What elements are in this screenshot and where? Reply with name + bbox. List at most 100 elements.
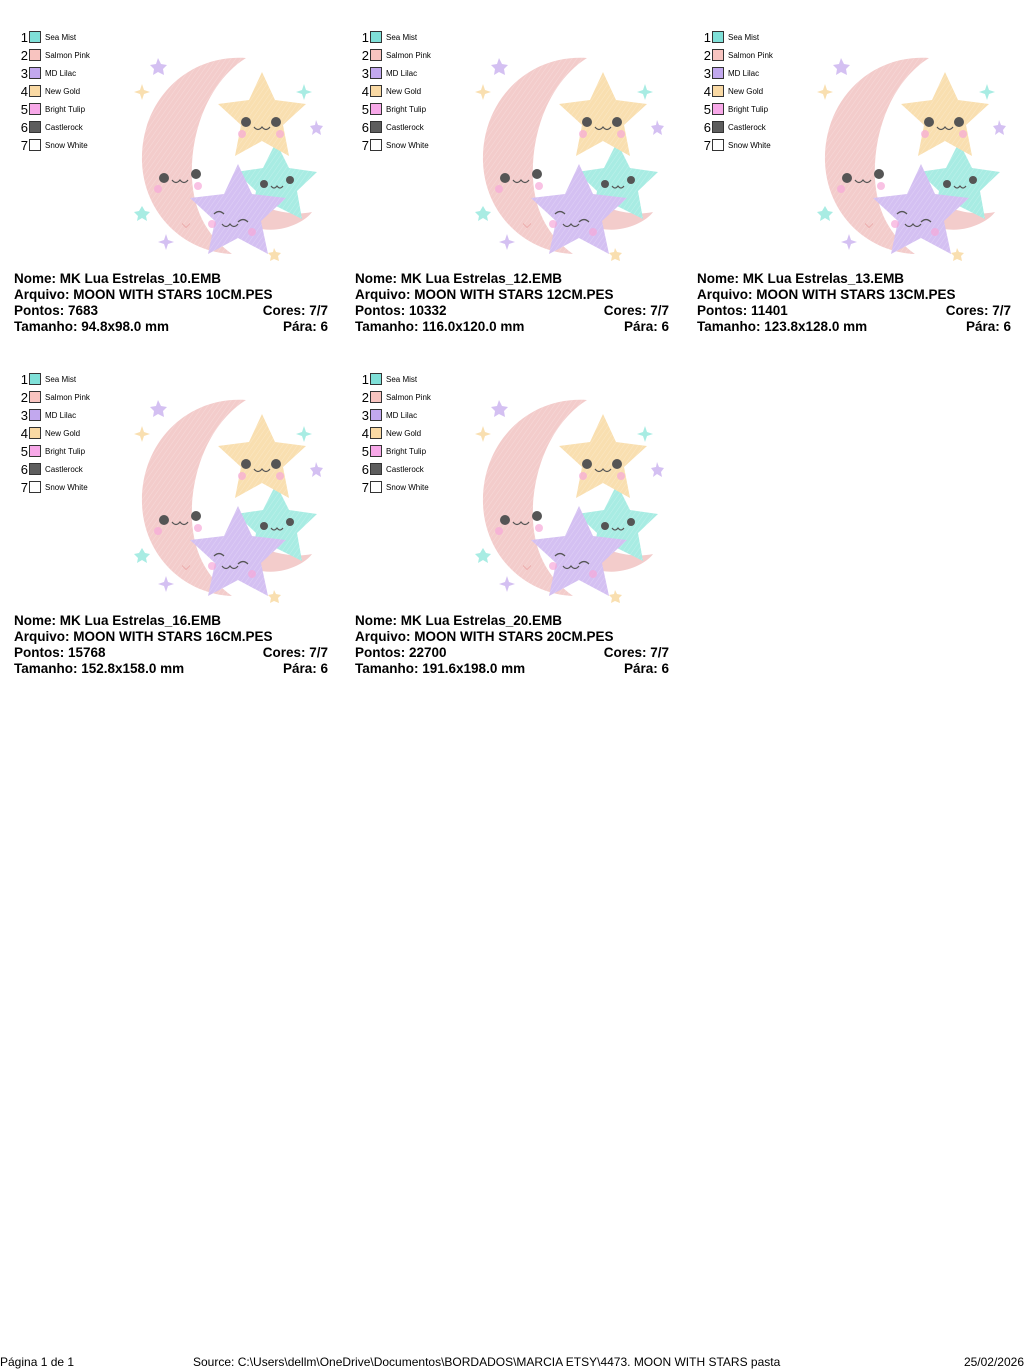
color-number: 1	[361, 372, 369, 387]
color-name: New Gold	[45, 87, 81, 96]
color-number: 4	[703, 84, 711, 99]
color-legend-item: 5 Bright Tulip	[18, 102, 128, 120]
color-swatch	[712, 103, 724, 115]
color-legend-item: 3 MD Lilac	[701, 66, 811, 84]
design-name: Nome: MK Lua Estrelas_13.EMB	[697, 271, 905, 286]
color-legend-item: 7 Snow White	[18, 138, 128, 156]
design-name: Nome: MK Lua Estrelas_16.EMB	[14, 613, 222, 628]
footer-source-path: Source: C:\Users\dellm\OneDrive\Document…	[193, 1355, 781, 1369]
color-swatch	[29, 85, 41, 97]
color-legend-item: 3 MD Lilac	[359, 66, 469, 84]
moon-with-stars-embroidery-image	[817, 57, 1006, 261]
color-number: 5	[361, 102, 369, 117]
design-preview	[797, 44, 1017, 266]
color-number: 5	[20, 102, 28, 117]
color-number: 3	[703, 66, 711, 81]
color-legend-item: 7 Snow White	[701, 138, 811, 156]
color-legend-item: 4 New Gold	[359, 426, 469, 444]
design-size: Tamanho: 94.8x98.0 mm	[14, 319, 170, 334]
color-legend: 1 Sea Mist 2 Salmon Pink 3 MD Lilac 4 New Gold 5…	[18, 372, 128, 498]
design-size: Tamanho: 191.6x198.0 mm	[355, 661, 526, 676]
color-name: MD Lilac	[386, 411, 418, 420]
color-legend-item: 5 Bright Tulip	[359, 444, 469, 462]
design-name: Nome: MK Lua Estrelas_12.EMB	[355, 271, 563, 286]
design-info: Nome: MK Lua Estrelas_12.EMB Arquivo: MOO…	[355, 271, 669, 335]
stop-count: Pára: 6	[623, 319, 669, 334]
color-number: 4	[20, 84, 28, 99]
color-legend-item: 7 Snow White	[359, 480, 469, 498]
color-swatch	[370, 67, 382, 79]
color-legend: 1 Sea Mist 2 Salmon Pink 3 MD Lilac 4 New Gold 5…	[359, 30, 469, 156]
color-legend-item: 6 Castlerock	[359, 462, 469, 480]
color-number: 3	[20, 408, 28, 423]
color-swatch	[29, 139, 41, 151]
color-swatch	[370, 463, 382, 475]
color-swatch	[370, 103, 382, 115]
color-legend-item: 3 MD Lilac	[18, 66, 128, 84]
color-name: MD Lilac	[386, 69, 418, 78]
color-name: Castlerock	[386, 123, 424, 132]
stop-count: Pára: 6	[282, 319, 328, 334]
color-legend-item: 1 Sea Mist	[359, 30, 469, 48]
color-name: Snow White	[728, 141, 771, 150]
color-name: Sea Mist	[728, 33, 760, 42]
stop-count: Pára: 6	[623, 661, 669, 676]
color-legend-item: 5 Bright Tulip	[18, 444, 128, 462]
color-swatch	[712, 67, 724, 79]
color-number: 2	[361, 48, 369, 63]
color-number: 6	[703, 120, 711, 135]
color-legend-item: 2 Salmon Pink	[18, 390, 128, 408]
color-legend: 1 Sea Mist 2 Salmon Pink 3 MD Lilac 4 New Gold 5…	[359, 372, 469, 498]
color-swatch	[29, 67, 41, 79]
color-legend-item: 2 Salmon Pink	[359, 48, 469, 66]
color-legend: 1 Sea Mist 2 Salmon Pink 3 MD Lilac 4 New Gold 5…	[701, 30, 811, 156]
footer-page-number: Página 1 de 1	[0, 1355, 75, 1369]
color-legend-item: 2 Salmon Pink	[18, 48, 128, 66]
design-size: Tamanho: 116.0x120.0 mm	[355, 319, 525, 334]
color-name: Sea Mist	[45, 33, 77, 42]
design-card: 1 Sea Mist 2 Salmon Pink 3 MD Lilac 4 New Gold 5…	[697, 20, 1015, 350]
color-number: 4	[20, 426, 28, 441]
color-swatch	[370, 85, 382, 97]
color-name: Bright Tulip	[45, 447, 86, 456]
color-number: 7	[703, 138, 711, 153]
color-count: Cores: 7/7	[262, 303, 328, 318]
stop-count: Pára: 6	[965, 319, 1011, 334]
color-number: 6	[361, 120, 369, 135]
color-number: 2	[20, 390, 28, 405]
color-swatch	[370, 481, 382, 493]
design-file: Arquivo: MOON WITH STARS 20CM.PES	[355, 629, 614, 644]
color-legend-item: 1 Sea Mist	[18, 372, 128, 390]
color-number: 4	[361, 426, 369, 441]
color-swatch	[29, 409, 41, 421]
color-swatch	[370, 139, 382, 151]
design-preview	[455, 386, 675, 608]
color-name: Bright Tulip	[45, 105, 86, 114]
design-preview	[455, 44, 675, 266]
color-number: 2	[361, 390, 369, 405]
color-number: 5	[20, 444, 28, 459]
design-name: Nome: MK Lua Estrelas_20.EMB	[355, 613, 563, 628]
color-number: 4	[361, 84, 369, 99]
color-number: 2	[703, 48, 711, 63]
moon-with-stars-embroidery-image	[134, 399, 323, 603]
design-file: Arquivo: MOON WITH STARS 12CM.PES	[355, 287, 614, 302]
color-legend-item: 4 New Gold	[18, 84, 128, 102]
color-legend-item: 4 New Gold	[18, 426, 128, 444]
stitch-count: Pontos: 10332	[355, 303, 447, 318]
design-card: 1 Sea Mist 2 Salmon Pink 3 MD Lilac 4 New Gold 5…	[355, 362, 673, 692]
color-number: 7	[361, 480, 369, 495]
color-number: 7	[361, 138, 369, 153]
design-size: Tamanho: 152.8x158.0 mm	[14, 661, 185, 676]
color-number: 7	[20, 480, 28, 495]
color-number: 2	[20, 48, 28, 63]
design-card: 1 Sea Mist 2 Salmon Pink 3 MD Lilac 4 New Gold 5…	[14, 362, 332, 692]
color-swatch	[29, 445, 41, 457]
color-name: Castlerock	[45, 123, 83, 132]
color-count: Cores: 7/7	[262, 645, 328, 660]
color-swatch	[370, 121, 382, 133]
color-name: Salmon Pink	[728, 51, 773, 60]
design-info: Nome: MK Lua Estrelas_10.EMB Arquivo: MOO…	[14, 271, 328, 335]
color-swatch	[370, 373, 382, 385]
color-name: New Gold	[45, 429, 81, 438]
